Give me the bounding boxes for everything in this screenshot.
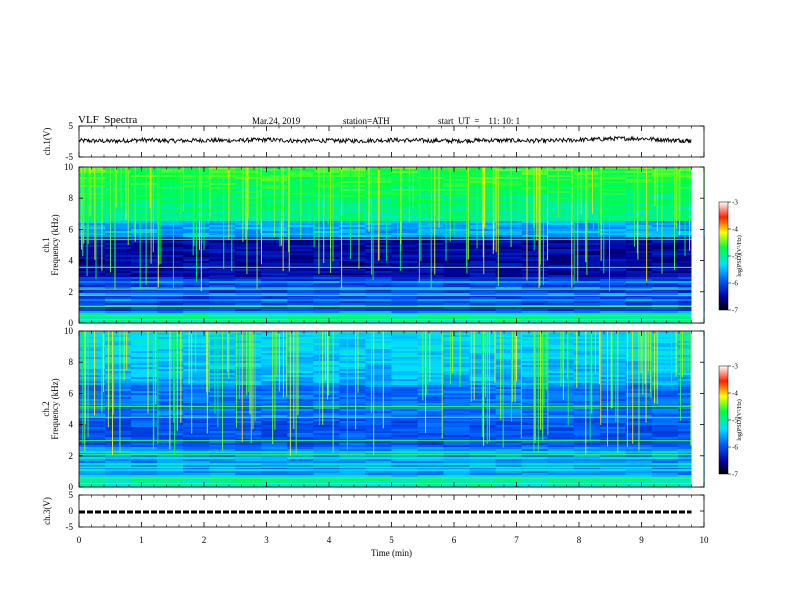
y-tick-label: 4 — [69, 420, 74, 430]
colorbar-tick-label: -4 — [732, 226, 738, 234]
y-tick-label: 8 — [69, 357, 74, 367]
colorbar-tick-label: -4 — [732, 390, 738, 398]
ch2-frequency-label: Frequency (kHz) — [50, 378, 60, 439]
x-tick-label: 4 — [327, 535, 332, 545]
ch1-frequency-label: Frequency (kHz) — [50, 214, 60, 275]
y-tick-label: 5 — [69, 121, 74, 131]
ch1-waveform-trace — [78, 135, 692, 145]
x-tick-label: 7 — [514, 535, 519, 545]
ch3-axis-label: ch.3(V) — [42, 497, 52, 525]
colorbar-label: log(PSD)(V²/Hz) — [736, 399, 743, 440]
date-label: Mar.24, 2019 — [252, 116, 301, 126]
y-tick-label: -5 — [66, 152, 74, 162]
y-tick-label: 0 — [69, 318, 74, 328]
x-tick-label: 10 — [700, 535, 710, 545]
y-tick-label: -5 — [66, 522, 74, 532]
x-tick-label: 8 — [577, 535, 582, 545]
colorbar-tick-label: -3 — [732, 363, 738, 371]
x-tick-label: 5 — [389, 535, 394, 545]
ch1-spectrogram-image — [79, 167, 705, 324]
y-tick-label: 6 — [69, 388, 74, 398]
start-time-label: start UT = 11: 10: 1 — [438, 116, 521, 126]
y-tick-label: 8 — [69, 193, 74, 203]
y-tick-label: 10 — [64, 326, 74, 336]
y-tick-label: 4 — [69, 256, 74, 266]
station-label: station=ATH — [343, 116, 390, 126]
colorbar-tick-label: -6 — [732, 444, 738, 452]
colorbar-tick-label: -6 — [732, 280, 738, 288]
colorbar — [718, 365, 729, 475]
colorbar-tick-label: -7 — [732, 471, 738, 479]
colorbar-tick-label: -5 — [732, 253, 738, 261]
y-tick-label: 2 — [69, 287, 74, 297]
chart-title: VLF Spectra — [78, 114, 138, 126]
ch2-channel-label: ch.2 — [41, 401, 51, 416]
x-tick-label: 6 — [452, 535, 457, 545]
x-tick-label: 9 — [639, 535, 644, 545]
y-tick-label: 0 — [69, 506, 74, 516]
y-tick-label: 6 — [69, 224, 74, 234]
x-tick-label: 2 — [202, 535, 207, 545]
colorbar-tick-label: -5 — [732, 417, 738, 425]
ch1-channel-label: ch.1 — [41, 237, 51, 252]
colorbar-label: log(PSD)(V²/Hz) — [736, 235, 743, 276]
y-tick-label: 10 — [64, 162, 74, 172]
y-tick-label: 2 — [69, 451, 74, 461]
ch1-axis-label: ch.1(V) — [42, 128, 52, 156]
y-tick-label: 0 — [69, 482, 74, 492]
x-tick-label: 0 — [77, 535, 82, 545]
colorbar-tick-label: -7 — [732, 307, 738, 315]
y-tick-label: 5 — [69, 490, 74, 500]
colorbar-tick-label: -3 — [732, 199, 738, 207]
x-tick-label: 3 — [264, 535, 269, 545]
colorbar — [718, 201, 729, 311]
x-axis-label: Time (min) — [371, 548, 412, 558]
ch2-spectrogram-image — [79, 331, 705, 488]
x-tick-label: 1 — [139, 535, 144, 545]
